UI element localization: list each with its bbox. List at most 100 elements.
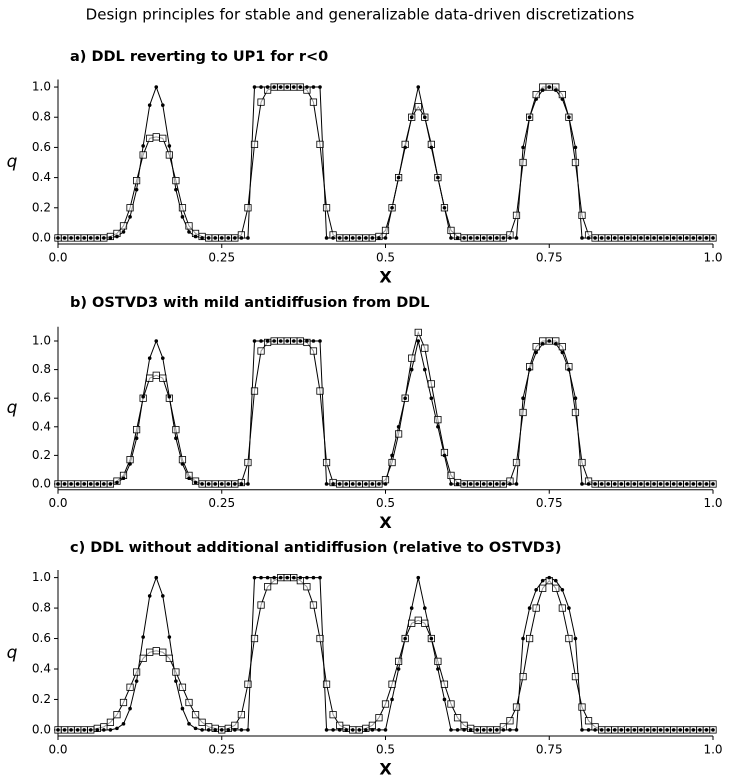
square-marker	[119, 222, 128, 230]
dot-marker	[187, 476, 191, 481]
dot-marker	[95, 728, 100, 732]
square-marker	[303, 583, 311, 591]
dot-marker	[213, 236, 217, 240]
x-axis-label: X	[379, 513, 392, 532]
square-marker	[309, 601, 318, 609]
page-header: Design principles for stable and general…	[86, 6, 635, 24]
dot-marker	[704, 482, 709, 486]
dot-marker	[82, 728, 86, 732]
dot-marker	[305, 575, 309, 580]
dot-marker	[599, 728, 604, 732]
square-marker	[146, 648, 154, 656]
dot-marker	[318, 339, 322, 343]
square-marker	[159, 374, 167, 382]
dot-marker	[678, 236, 683, 240]
square-marker	[381, 226, 390, 235]
dot-marker	[95, 482, 100, 486]
dot-marker	[108, 482, 113, 486]
x-tick-label: 1.0	[703, 496, 722, 510]
square-marker	[172, 668, 180, 676]
dot-marker	[409, 367, 414, 372]
dot-marker	[685, 728, 689, 732]
dot-marker	[350, 236, 355, 240]
dot-marker	[390, 205, 394, 210]
dot-marker	[396, 175, 401, 180]
dot-marker	[193, 480, 198, 485]
dot-marker	[534, 97, 538, 101]
square-marker	[165, 654, 173, 662]
square-marker	[146, 134, 154, 142]
dot-marker	[658, 236, 663, 240]
dot-marker	[102, 236, 106, 240]
dot-marker	[174, 436, 178, 441]
dot-marker	[75, 236, 80, 240]
square-marker	[126, 456, 134, 464]
y-tick-label: 0.4	[32, 419, 51, 433]
dot-marker	[423, 115, 427, 120]
dot-marker	[219, 728, 224, 732]
square-marker	[146, 374, 154, 382]
dot-marker	[599, 482, 604, 486]
dot-marker	[403, 396, 407, 400]
dot-marker	[632, 236, 637, 240]
dot-marker	[62, 728, 67, 732]
square-marker	[512, 703, 521, 711]
dot-marker	[678, 482, 683, 486]
square-marker	[139, 151, 147, 159]
dot-marker	[455, 728, 460, 732]
y-tick-label: 0.8	[32, 362, 51, 376]
dot-marker	[481, 482, 486, 486]
dot-marker	[200, 728, 204, 732]
dot-marker	[481, 728, 486, 732]
dot-marker	[423, 367, 427, 372]
dot-marker	[612, 236, 617, 240]
square-marker	[408, 619, 416, 627]
dot-marker	[88, 728, 93, 732]
dot-marker	[233, 236, 237, 240]
dot-marker	[658, 482, 663, 486]
square-marker	[519, 673, 527, 681]
dot-marker	[141, 394, 145, 399]
dot-marker	[495, 236, 499, 240]
dot-marker	[436, 667, 440, 671]
dot-marker	[580, 728, 584, 732]
square-marker	[106, 718, 114, 726]
dot-marker	[658, 728, 663, 732]
dot-marker	[678, 728, 683, 732]
y-tick-label: 0.4	[32, 661, 51, 675]
dot-marker	[364, 728, 368, 732]
dot-marker	[527, 606, 532, 610]
dot-marker	[180, 215, 185, 219]
x-tick-label: 0.25	[208, 251, 235, 265]
square-marker	[571, 408, 580, 417]
dot-marker	[161, 356, 165, 360]
dot-marker	[481, 236, 486, 240]
dot-marker	[187, 230, 191, 234]
dot-marker	[547, 575, 552, 580]
dot-marker	[344, 236, 349, 240]
dot-marker	[213, 728, 217, 732]
dot-marker	[69, 236, 73, 240]
x-tick-label: 0.25	[208, 743, 235, 757]
dot-marker	[167, 144, 172, 148]
dot-marker	[691, 728, 696, 732]
dot-marker	[305, 85, 309, 89]
square-marker	[172, 426, 180, 434]
dot-marker	[377, 482, 381, 486]
dot-marker	[626, 236, 630, 240]
dot-marker	[475, 482, 480, 486]
square-marker	[512, 458, 521, 467]
dot-marker	[442, 205, 447, 210]
y-tick-label: 0.6	[32, 631, 51, 645]
dot-marker	[62, 482, 67, 486]
dot-marker	[671, 236, 676, 240]
dot-marker	[239, 482, 244, 486]
dot-marker	[147, 356, 152, 360]
dot-marker	[121, 230, 126, 234]
dot-marker	[285, 85, 290, 89]
square-marker	[132, 426, 141, 434]
dot-marker	[252, 85, 257, 89]
dot-marker	[455, 236, 460, 240]
dot-marker	[226, 482, 231, 486]
square-marker	[244, 458, 252, 467]
